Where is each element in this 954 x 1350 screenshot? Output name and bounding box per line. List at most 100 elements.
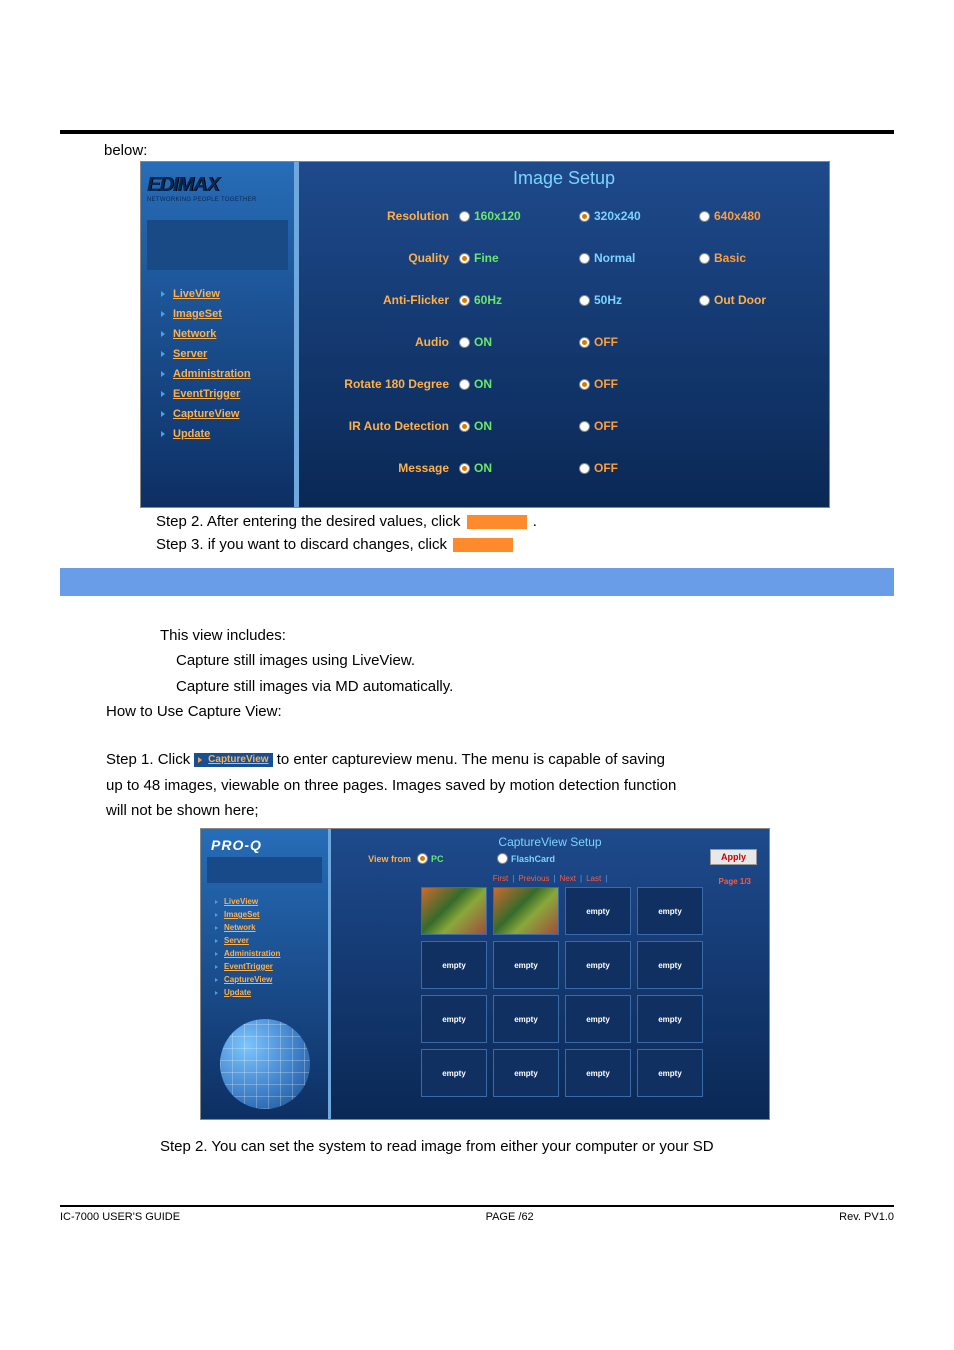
- setting-label: Resolution: [309, 209, 459, 223]
- sidebar-item-liveview[interactable]: LiveView: [141, 284, 294, 304]
- empty-cell: empty: [421, 941, 487, 989]
- empty-cell: empty: [421, 1049, 487, 1097]
- setting-option[interactable]: Normal: [579, 251, 699, 265]
- pager-last[interactable]: Last: [586, 874, 601, 883]
- step1-text-a: Step 1. Click: [106, 751, 194, 768]
- pager-first[interactable]: First: [493, 874, 509, 883]
- sidebar-item-update[interactable]: Update: [201, 986, 328, 999]
- cancel-button-blank[interactable]: [453, 538, 513, 552]
- radio-icon: [579, 379, 590, 390]
- view-from-row: View from PC FlashCard: [339, 853, 761, 864]
- view-from-pc-option[interactable]: PC: [417, 853, 497, 864]
- sidebar-item-label: Server: [224, 936, 249, 945]
- section-header-bar: [60, 568, 894, 596]
- step2-text-b: .: [533, 513, 537, 530]
- setting-option[interactable]: ON: [459, 461, 579, 475]
- radio-icon: [699, 295, 710, 306]
- apply-button-blank[interactable]: [467, 515, 527, 529]
- captureview-main: CaptureView Setup View from PC FlashCard…: [331, 829, 769, 1119]
- apply-button[interactable]: Apply: [710, 849, 757, 865]
- chevron-right-icon: [215, 991, 218, 995]
- setting-option[interactable]: 60Hz: [459, 293, 579, 307]
- cv-preview-box: [207, 857, 322, 883]
- top-rule: [60, 130, 894, 134]
- radio-icon: [459, 211, 470, 222]
- setting-option-label: OFF: [594, 419, 618, 433]
- chevron-right-icon: [161, 331, 165, 337]
- body-l2: Capture still images using LiveView.: [176, 649, 854, 672]
- chevron-right-icon: [215, 926, 218, 930]
- radio-icon: [579, 211, 590, 222]
- setting-option[interactable]: OFF: [579, 419, 699, 433]
- chevron-right-icon: [215, 952, 218, 956]
- sidebar-item-eventtrigger[interactable]: EventTrigger: [141, 384, 294, 404]
- setting-option[interactable]: OFF: [579, 377, 699, 391]
- setting-option[interactable]: ON: [459, 419, 579, 433]
- setting-option[interactable]: ON: [459, 377, 579, 391]
- empty-cell: empty: [493, 1049, 559, 1097]
- view-from-label: View from: [339, 854, 417, 864]
- sidebar-item-label: Server: [173, 348, 207, 360]
- setting-option[interactable]: Out Door: [699, 293, 819, 307]
- step3-text-a: Step 3. if you want to discard changes, …: [156, 536, 451, 553]
- setting-option[interactable]: Basic: [699, 251, 819, 265]
- chevron-right-icon: [215, 913, 218, 917]
- setting-option-label: 50Hz: [594, 293, 622, 307]
- setting-option[interactable]: OFF: [579, 461, 699, 475]
- empty-cell: empty: [565, 941, 631, 989]
- radio-icon: [459, 253, 470, 264]
- sidebar-item-server[interactable]: Server: [201, 934, 328, 947]
- setting-option[interactable]: 160x120: [459, 209, 579, 223]
- setting-option[interactable]: 320x240: [579, 209, 699, 223]
- radio-icon: [459, 421, 470, 432]
- radio-icon: [579, 295, 590, 306]
- empty-cell: empty: [421, 995, 487, 1043]
- chevron-right-icon: [198, 757, 202, 763]
- setting-option[interactable]: 640x480: [699, 209, 819, 223]
- radio-icon: [699, 253, 710, 264]
- sidebar-item-label: Network: [224, 923, 256, 932]
- sidebar-item-network[interactable]: Network: [141, 324, 294, 344]
- view-from-flash-option[interactable]: FlashCard: [497, 853, 577, 864]
- step2-bottom: Step 2. You can set the system to read i…: [160, 1138, 894, 1155]
- sidebar-item-label: Network: [173, 328, 216, 340]
- chevron-right-icon: [215, 965, 218, 969]
- sidebar-item-imageset[interactable]: ImageSet: [201, 908, 328, 921]
- sidebar-item-liveview[interactable]: LiveView: [201, 895, 328, 908]
- chevron-right-icon: [161, 351, 165, 357]
- sidebar-item-network[interactable]: Network: [201, 921, 328, 934]
- sidebar-item-update[interactable]: Update: [141, 424, 294, 444]
- pager-previous[interactable]: Previous: [518, 874, 549, 883]
- below-steps: Step 2. After entering the desired value…: [156, 511, 894, 556]
- setting-option[interactable]: Fine: [459, 251, 579, 265]
- thumbnail[interactable]: [493, 887, 559, 935]
- separator-icon: |: [553, 874, 555, 883]
- sidebar-item-captureview[interactable]: CaptureView: [141, 404, 294, 424]
- sidebar-item-captureview[interactable]: CaptureView: [201, 973, 328, 986]
- thumbnail[interactable]: [421, 887, 487, 935]
- sidebar-item-server[interactable]: Server: [141, 344, 294, 364]
- setting-option-label: OFF: [594, 461, 618, 475]
- setting-option-label: Out Door: [714, 293, 766, 307]
- setting-option[interactable]: 50Hz: [579, 293, 699, 307]
- sidebar-item-imageset[interactable]: ImageSet: [141, 304, 294, 324]
- setting-label: Quality: [309, 251, 459, 265]
- setting-label: Message: [309, 461, 459, 475]
- sidebar-item-eventtrigger[interactable]: EventTrigger: [201, 960, 328, 973]
- radio-icon: [459, 337, 470, 348]
- separator-icon: |: [512, 874, 514, 883]
- imageset-sidebar: EDIMAX NETWORKING PEOPLE TOGETHER LiveVi…: [141, 162, 299, 507]
- sidebar-item-administration[interactable]: Administration: [141, 364, 294, 384]
- pager-next[interactable]: Next: [560, 874, 576, 883]
- view-from-flash-label: FlashCard: [511, 854, 555, 864]
- sidebar-item-administration[interactable]: Administration: [201, 947, 328, 960]
- pager-nav: First | Previous | Next | Last |: [339, 874, 761, 883]
- chevron-right-icon: [215, 900, 218, 904]
- body-l4: How to Use Capture View:: [106, 700, 854, 723]
- captureview-inline-button[interactable]: CaptureView: [194, 753, 272, 767]
- sidebar-item-label: ImageSet: [173, 308, 222, 320]
- setting-option[interactable]: ON: [459, 335, 579, 349]
- below-label: below:: [104, 142, 894, 159]
- setting-option-label: 640x480: [714, 209, 761, 223]
- setting-option[interactable]: OFF: [579, 335, 699, 349]
